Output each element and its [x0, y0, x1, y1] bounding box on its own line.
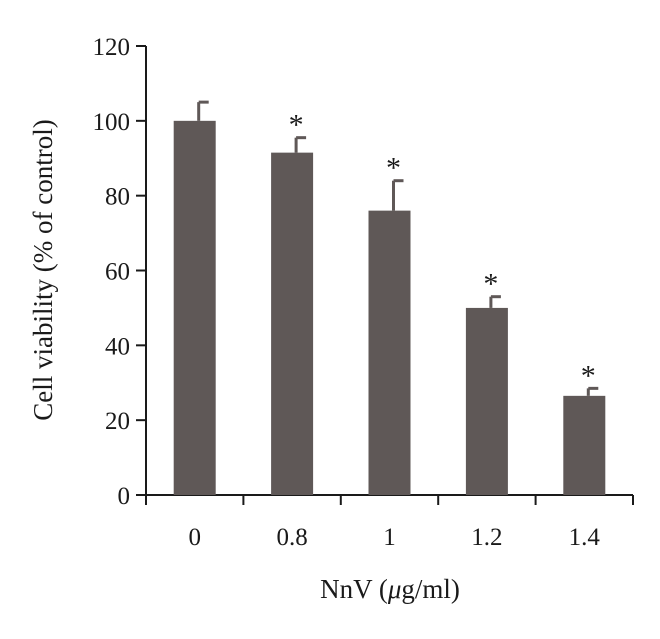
significance-mark-1.4: * [581, 359, 596, 392]
bar-1.4 [563, 395, 606, 495]
bar-1.2 [465, 307, 508, 495]
significance-mark-1.2: * [483, 268, 498, 301]
y-tick-label-40: 40 [105, 333, 130, 360]
x-axis-label: NnV (μg/ml) [320, 574, 460, 604]
x-tick-label-1.4: 1.4 [569, 524, 601, 551]
x-tick-label-1.2: 1.2 [471, 524, 502, 551]
y-tick-label-60: 60 [105, 259, 130, 286]
significance-mark-1: * [386, 152, 401, 185]
x-tick-label-0.8: 0.8 [276, 524, 307, 551]
bar-1 [368, 210, 411, 495]
bar-0.8 [271, 152, 314, 495]
bar-0 [173, 120, 216, 495]
y-tick-label-100: 100 [93, 109, 131, 136]
x-ticks: 0 0.8 1 1.2 1.4 [145, 495, 634, 551]
x-axis: 0 0.8 1 1.2 1.4 [145, 494, 634, 551]
y-ticks: 0 20 40 60 80 100 120 [93, 34, 146, 510]
y-tick-label-20: 20 [105, 408, 130, 435]
error-bars [197, 100, 599, 396]
y-axis-label: Cell viability (% of control) [28, 119, 58, 420]
y-tick-label-80: 80 [105, 184, 130, 211]
y-axis: 0 20 40 60 80 100 120 [93, 34, 147, 510]
significance-mark-0.8: * [289, 109, 304, 142]
y-tick-label-120: 120 [93, 34, 131, 61]
x-tick-label-1: 1 [383, 524, 396, 551]
significance-marks: * * * * [289, 109, 596, 393]
y-tick-label-0: 0 [118, 483, 131, 510]
x-tick-label-0: 0 [188, 524, 201, 551]
bars [173, 120, 606, 495]
